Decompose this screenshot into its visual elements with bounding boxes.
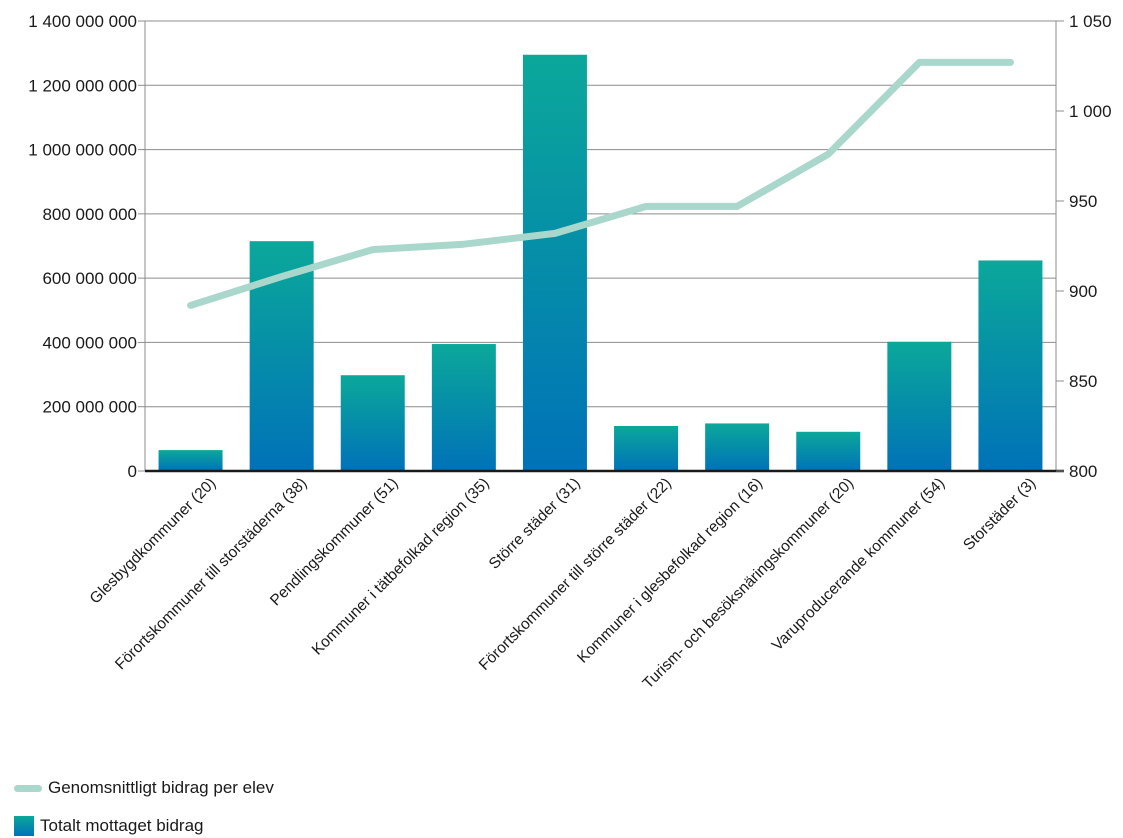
right-tick-label: 850 [1069, 372, 1097, 391]
axes [144, 21, 1064, 473]
right-axis-ticks: 800 850 900 950 1 000 1 050 [1056, 12, 1112, 481]
left-tick-label: 600 000 000 [42, 269, 137, 288]
line-series [187, 58, 1014, 309]
bar [978, 260, 1043, 471]
left-tick-label: 0 [128, 462, 137, 481]
category-label: Varuproducerande kommuner (54) [769, 475, 948, 654]
legend-line-swatch [14, 784, 42, 792]
bar [158, 450, 223, 471]
category-label: Förortskommuner till storstäderna (38) [112, 475, 310, 673]
bar [705, 423, 770, 471]
legend-bar-label: Totalt mottaget bidrag [40, 816, 204, 835]
left-tick-label: 1 400 000 000 [28, 12, 137, 31]
left-axis-ticks: 0 200 000 000 400 000 000 600 000 000 800 00… [28, 12, 145, 481]
bar [340, 375, 405, 471]
category-label: Storstäder (3) [960, 475, 1039, 554]
right-tick-label: 1 050 [1069, 12, 1112, 31]
left-tick-label: 1 200 000 000 [28, 76, 137, 95]
legend-bar-swatch [14, 816, 34, 836]
category-label: Kommuner i glesbefolkad region (16) [574, 475, 766, 667]
category-labels: Glesbygdkommuner (20)Förortskommuner til… [87, 475, 1040, 693]
legend-item-bar: Totalt mottaget bidrag [14, 816, 203, 836]
category-label: Förortskommuner till större städer (22) [476, 475, 675, 674]
bar [614, 426, 679, 471]
left-tick-label: 800 000 000 [42, 205, 137, 224]
right-tick-label: 950 [1069, 192, 1097, 211]
right-tick-label: 900 [1069, 282, 1097, 301]
left-tick-label: 1 000 000 000 [28, 141, 137, 160]
legend-item-line: Genomsnittligt bidrag per elev [14, 778, 274, 798]
left-tick-label: 200 000 000 [42, 398, 137, 417]
right-tick-label: 800 [1069, 462, 1097, 481]
right-tick-label: 1 000 [1069, 102, 1112, 121]
category-label: Större städer (31) [486, 475, 584, 573]
legend-line-label: Genomsnittligt bidrag per elev [48, 778, 274, 797]
bar [431, 344, 496, 471]
category-label: Turism- och besöksnäringskommuner (20) [640, 475, 858, 693]
category-label: Kommuner i tätbefolkad region (35) [309, 475, 493, 659]
bar [522, 54, 587, 471]
line-series-path [187, 58, 1014, 309]
bar [796, 431, 861, 471]
bars [158, 54, 1043, 471]
bar [887, 341, 952, 471]
left-tick-label: 400 000 000 [42, 333, 137, 352]
